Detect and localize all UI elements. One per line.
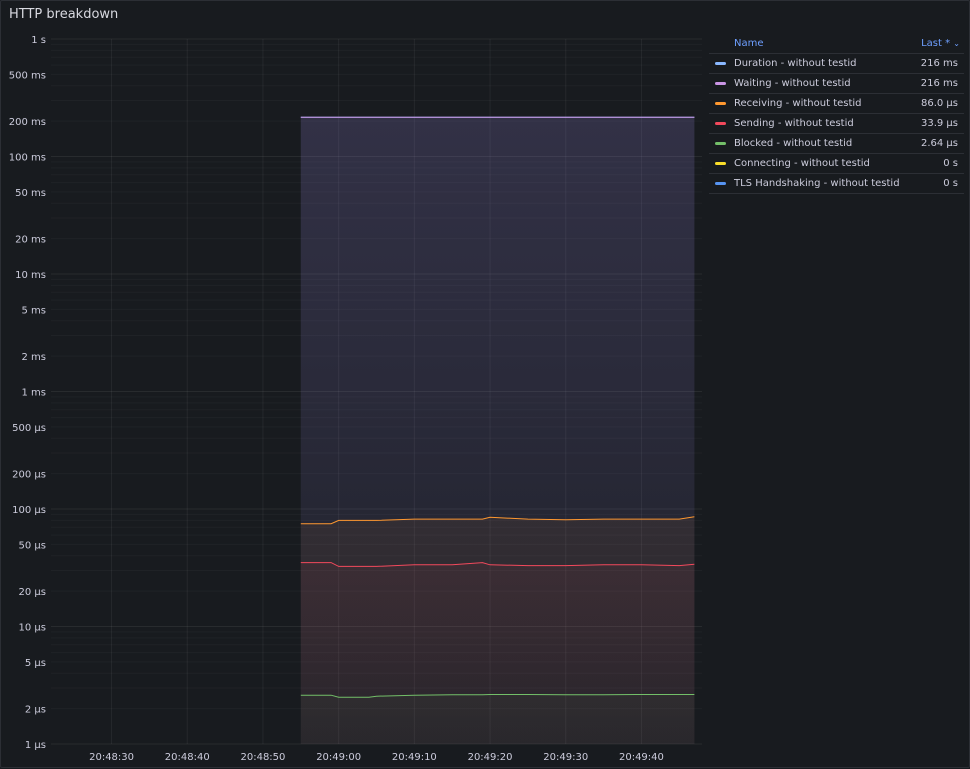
panel-title[interactable]: HTTP breakdown (9, 7, 119, 22)
series-line-receiving (300, 516, 695, 525)
legend-item-value: 33.9 µs (920, 118, 958, 129)
series-color-swatch (715, 102, 726, 105)
y-axis-tick-label: 10 ms (15, 270, 46, 281)
y-axis-tick-label: 20 ms (15, 235, 46, 246)
legend-item-name: TLS Handshaking - without testid (734, 178, 900, 189)
series-line-sending (300, 562, 695, 567)
y-axis-tick-label: 200 ms (9, 117, 46, 128)
x-axis-tick-label: 20:49:00 (316, 752, 361, 763)
x-axis-tick-label: 20:48:40 (165, 752, 210, 763)
legend-item[interactable]: Waiting - without testid 216 ms (709, 74, 964, 94)
chevron-down-icon: ⌄ (953, 38, 960, 48)
y-axis-tick-label: 1 s (31, 35, 46, 46)
x-axis-tick-label: 20:48:30 (89, 752, 134, 763)
y-axis-tick-label: 20 µs (19, 587, 46, 598)
legend-item[interactable]: TLS Handshaking - without testid 0 s (709, 174, 964, 194)
legend-item-name: Receiving - without testid (734, 98, 862, 109)
legend-item-name: Sending - without testid (734, 118, 854, 129)
y-axis-tick-label: 50 ms (15, 188, 46, 199)
series-color-swatch (715, 62, 726, 65)
legend-item-value: 0 s (943, 158, 958, 169)
legend-item[interactable]: Sending - without testid 33.9 µs (709, 114, 964, 134)
legend-item-value: 0 s (943, 178, 958, 189)
y-axis-tick-label: 5 µs (25, 658, 46, 669)
legend-item-value: 2.64 µs (920, 138, 958, 149)
series-color-swatch (715, 182, 726, 185)
y-axis-tick-label: 1 µs (25, 740, 46, 751)
y-axis-tick-label: 50 µs (19, 540, 46, 551)
legend-item-name: Duration - without testid (734, 58, 857, 69)
series-color-swatch (715, 82, 726, 85)
legend-item-name: Waiting - without testid (734, 78, 851, 89)
legend-item-value: 216 ms (920, 78, 958, 89)
legend-value-header[interactable]: Last * ⌄ (921, 38, 960, 49)
legend-item[interactable]: Blocked - without testid 2.64 µs (709, 134, 964, 154)
y-axis-tick-label: 100 ms (9, 153, 46, 164)
x-axis-tick-label: 20:49:40 (619, 752, 664, 763)
y-axis-tick-label: 10 µs (19, 623, 46, 634)
y-axis-tick-label: 1 ms (22, 388, 47, 399)
series-color-swatch (715, 162, 726, 165)
legend-value-header-label: Last * (921, 37, 951, 49)
legend-header: Name Last * ⌄ (709, 33, 964, 54)
y-axis-tick-label: 5 ms (22, 305, 47, 316)
series-area-fill (300, 694, 695, 744)
legend-item-value: 216 ms (920, 58, 958, 69)
legend-item-name: Connecting - without testid (734, 158, 870, 169)
y-axis-tick-label: 500 µs (12, 423, 46, 434)
x-axis-tick-label: 20:48:50 (240, 752, 285, 763)
y-axis-tick-label: 2 µs (25, 705, 46, 716)
legend-item-value: 86.0 µs (920, 98, 958, 109)
legend-table: Name Last * ⌄ Duration - without testid 2… (709, 33, 964, 194)
y-axis-tick-label: 2 ms (22, 352, 47, 363)
series-color-swatch (715, 122, 726, 125)
y-axis-tick-label: 100 µs (12, 505, 46, 516)
legend-item[interactable]: Receiving - without testid 86.0 µs (709, 94, 964, 114)
x-axis-tick-label: 20:49:30 (543, 752, 588, 763)
legend-name-header[interactable]: Name (734, 37, 764, 49)
time-series-chart[interactable]: 1 s 500 ms 200 ms 100 ms 50 ms 20 ms 10 ms 5 ms… (1, 1, 706, 769)
series-line-blocked (300, 694, 695, 698)
y-axis-tick-label: 200 µs (12, 470, 46, 481)
y-axis-tick-label: 500 ms (9, 70, 46, 81)
legend-item[interactable]: Duration - without testid 216 ms (709, 54, 964, 74)
series-color-swatch (715, 142, 726, 145)
legend-item-name: Blocked - without testid (734, 138, 853, 149)
x-axis-tick-label: 20:49:20 (468, 752, 513, 763)
x-axis-tick-label: 20:49:10 (392, 752, 437, 763)
legend-item[interactable]: Connecting - without testid 0 s (709, 154, 964, 174)
